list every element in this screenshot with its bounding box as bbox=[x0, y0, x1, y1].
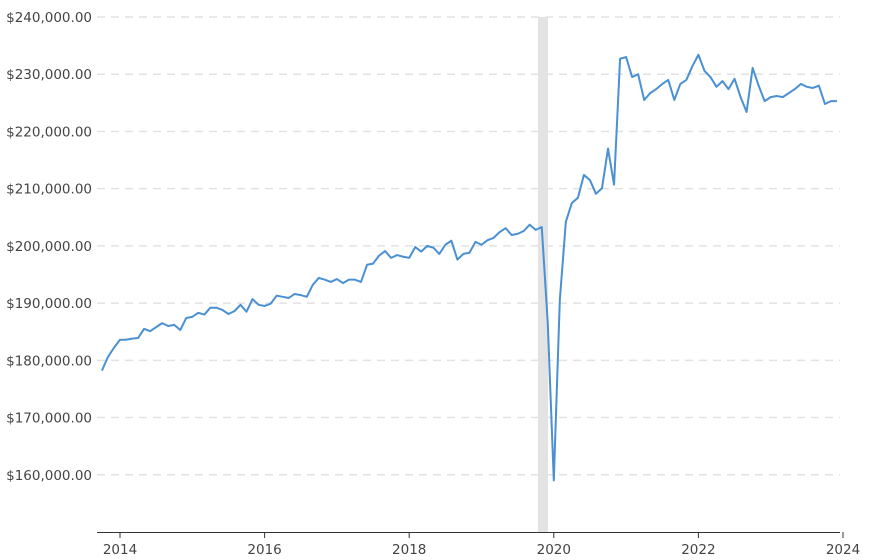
shaded-period bbox=[537, 17, 549, 532]
y-tick-label: $180,000.00 bbox=[6, 353, 92, 369]
y-tick-label: $190,000.00 bbox=[6, 296, 92, 312]
x-tick-label: 2020 bbox=[537, 542, 571, 558]
data-line bbox=[101, 53, 837, 482]
y-tick-label: $160,000.00 bbox=[6, 468, 92, 484]
x-tick-label: 2018 bbox=[392, 542, 426, 558]
y-tick-label: $170,000.00 bbox=[6, 411, 92, 427]
y-tick-label: $220,000.00 bbox=[6, 124, 92, 140]
x-tick-label: 2016 bbox=[247, 542, 281, 558]
y-tick-label: $210,000.00 bbox=[6, 182, 92, 198]
x-tick-label: 2024 bbox=[826, 542, 860, 558]
x-tick-label: 2014 bbox=[103, 542, 137, 558]
y-tick-label: $240,000.00 bbox=[6, 10, 92, 26]
x-tick-label: 2022 bbox=[681, 542, 715, 558]
y-tick-label: $200,000.00 bbox=[6, 239, 92, 255]
y-tick-label: $230,000.00 bbox=[6, 67, 92, 83]
